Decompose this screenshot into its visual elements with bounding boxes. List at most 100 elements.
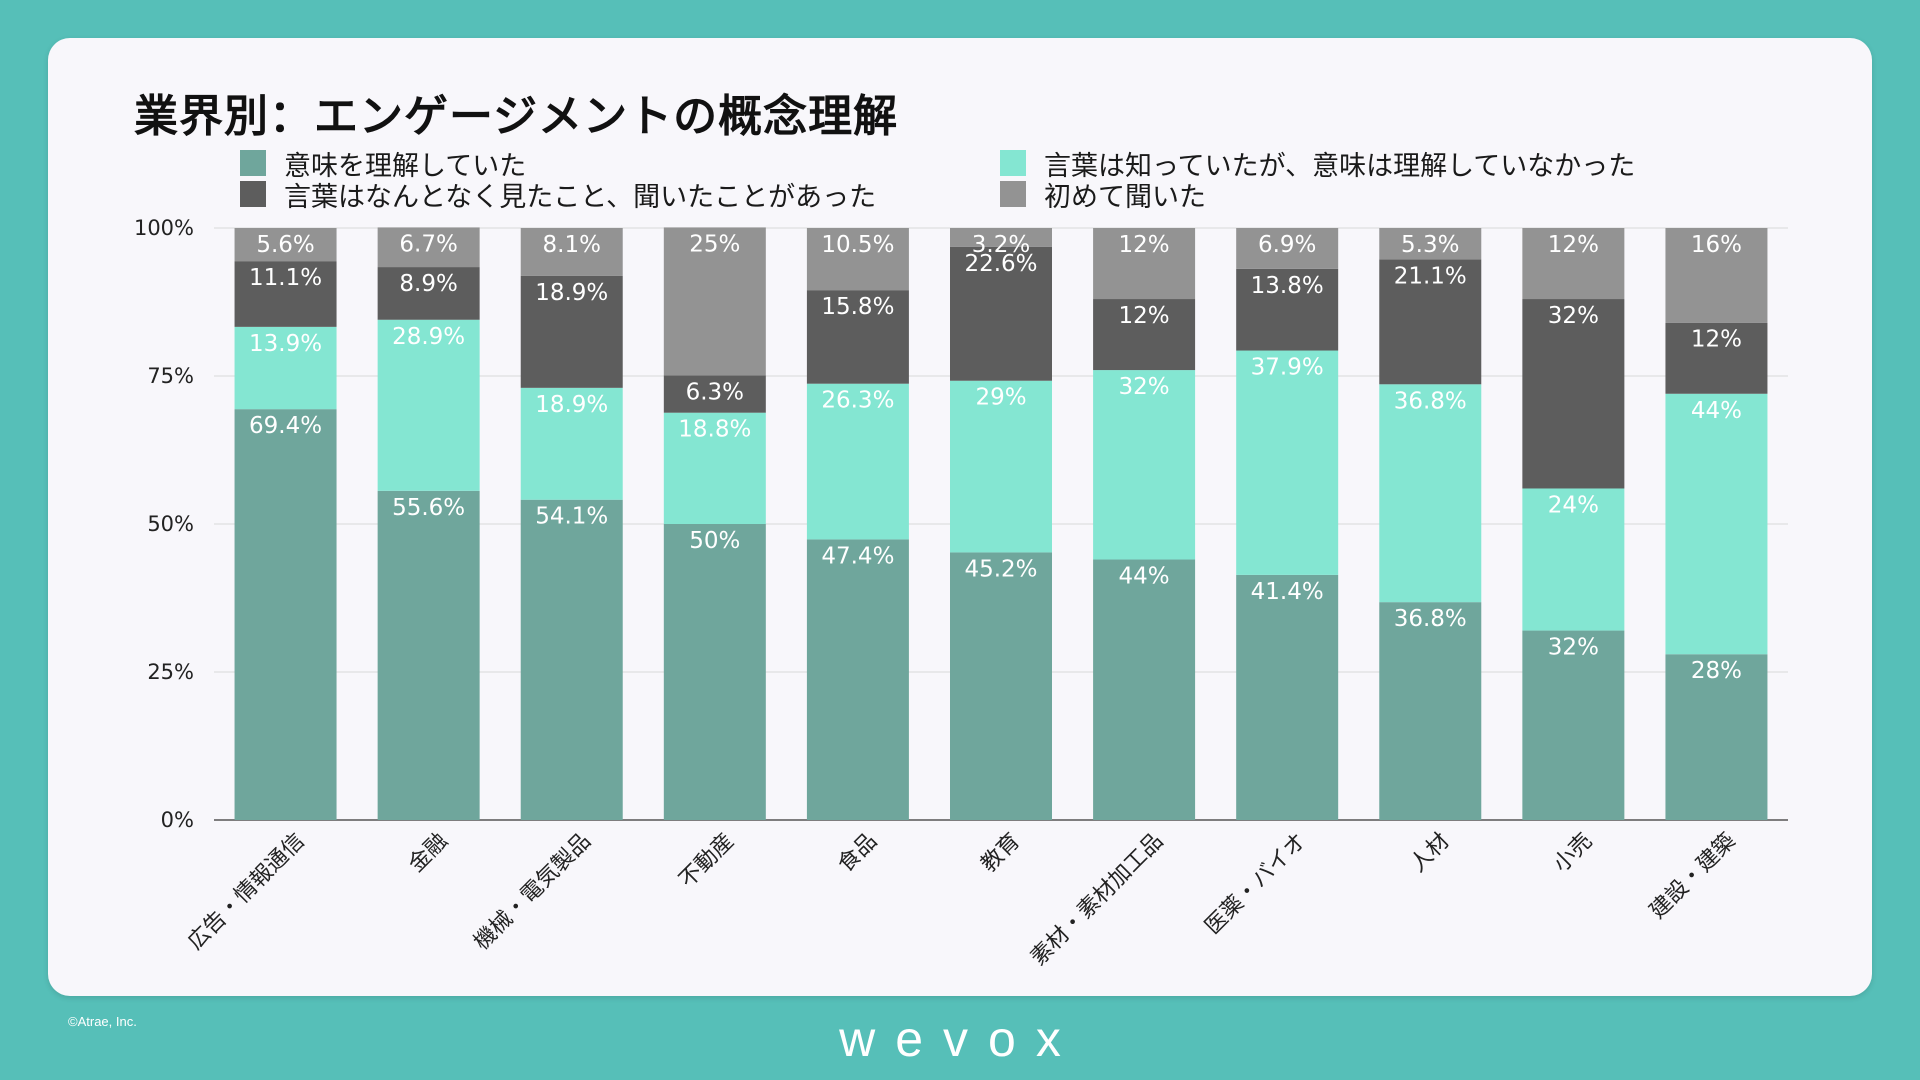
data-label: 18.9% [535,392,608,418]
x-tick-label: 素材・素材加工品 [1026,829,1168,971]
bar-segment [1379,602,1482,820]
bar-segment [1236,350,1339,575]
data-label: 32% [1548,635,1599,661]
bar-segment [234,228,337,262]
bar-segment [806,228,909,291]
x-tick-label: 建設・建築 [1645,829,1740,924]
data-label: 12% [1691,327,1742,353]
bar-segment [1093,228,1196,300]
legend-item-known-not-understood: 言葉は知っていたが、意味は理解していなかった [1000,148,1635,182]
data-label: 12% [1119,303,1170,329]
bar-segment [806,290,909,384]
bar-segment [1236,228,1339,269]
data-label: 5.3% [1401,232,1459,258]
bar-segment [806,539,909,820]
data-label: 6.9% [1258,232,1316,258]
bar-segment [1522,299,1625,489]
legend-item-first-time: 初めて聞いた [1000,179,1206,213]
bar-segment [1093,299,1196,371]
bar-segment [1665,654,1768,820]
x-tick-label: 教育 [976,829,1025,878]
bar-segment [1665,393,1768,655]
copyright-text: ©Atrae, Inc. [68,1014,137,1029]
data-label: 6.7% [399,231,457,257]
data-label: 11.1% [249,265,322,291]
data-label: 69.4% [249,413,322,439]
data-label: 12% [1119,232,1170,258]
data-label: 5.6% [256,232,314,258]
data-label: 25% [689,231,740,257]
bar-segment [234,261,337,327]
data-label: 32% [1548,303,1599,329]
data-label: 47.4% [821,543,894,569]
data-label: 18.8% [678,417,751,443]
y-tick-label: 0% [161,808,194,832]
bar-segment [520,387,623,500]
data-label: 3.2% [972,232,1030,258]
data-label: 13.9% [249,331,322,357]
data-label: 12% [1548,232,1599,258]
data-label: 36.8% [1394,388,1467,414]
legend-swatch [1000,150,1026,176]
stacked-bar-chart: 0% 25% 50% 75% 100% 69.4% 13.9% 11.1% 5.6% 広告・情報通… [134,216,1788,971]
data-label: 18.9% [535,280,608,306]
y-tick-label: 100% [134,216,194,240]
bar-segment [1236,268,1339,351]
bar-segment [1236,574,1339,820]
x-tick-label: 金融 [404,829,453,878]
data-label: 13.8% [1251,273,1324,299]
data-label: 22.6% [964,251,1037,277]
data-label: 37.9% [1251,355,1324,381]
x-tick-label: 医薬・バイオ [1200,829,1311,940]
data-label: 26.3% [821,388,894,414]
x-tick-label: 人材 [1406,829,1455,878]
data-label: 24% [1548,492,1599,518]
x-tick-label: 小売 [1549,829,1598,878]
data-label: 44% [1119,564,1170,590]
bar-segment [950,246,1052,381]
data-label: 15.8% [821,294,894,320]
data-label: 50% [689,528,740,554]
bar-segment [1379,384,1482,603]
legend-label: 言葉は知っていたが、意味は理解していなかった [1044,150,1636,182]
data-label: 55.6% [392,495,465,521]
brand-logo: wevox [839,1011,1081,1067]
bar-segment [950,380,1052,553]
x-tick-label: 機械・電気製品 [469,829,596,956]
bar-segment [1379,259,1482,385]
data-label: 10.5% [821,232,894,258]
y-tick-label: 50% [147,512,194,536]
y-tick-label: 25% [147,660,194,684]
bar-segment [950,228,1052,247]
legend-item-understood: 意味を理解していた [240,148,526,182]
data-label: 28.9% [392,324,465,350]
data-label: 44% [1691,398,1742,424]
bar-segment [1665,228,1768,323]
x-tick-label: 不動産 [675,829,739,893]
bar-segment [663,524,766,820]
data-label: 36.8% [1394,606,1467,632]
data-label: 8.9% [399,271,457,297]
data-label: 41.4% [1251,579,1324,605]
bar-segment [1379,228,1482,260]
bar-segment [950,552,1052,820]
data-label: 8.1% [543,232,601,258]
data-label: 21.1% [1394,263,1467,289]
legend-swatch [240,150,266,176]
data-label: 45.2% [964,556,1037,582]
data-label: 28% [1691,658,1742,684]
bar-segment [806,383,909,540]
x-tick-label: 食品 [833,829,882,878]
bar-segment [1093,370,1196,560]
data-label: 54.1% [535,504,608,530]
data-label: 29% [975,385,1026,411]
chart-title: 業界別：エンゲージメントの概念理解 [134,91,899,142]
bar-segment [663,412,766,524]
x-tick-label: 広告・情報通信 [183,829,310,956]
bar-segment [1093,559,1196,820]
legend-swatch [1000,181,1026,207]
legend-label: 言葉はなんとなく見たこと、聞いたことがあった [284,181,877,213]
bar-segment [663,375,766,413]
bar-segment [1665,322,1768,394]
bar-segment [1522,488,1625,631]
